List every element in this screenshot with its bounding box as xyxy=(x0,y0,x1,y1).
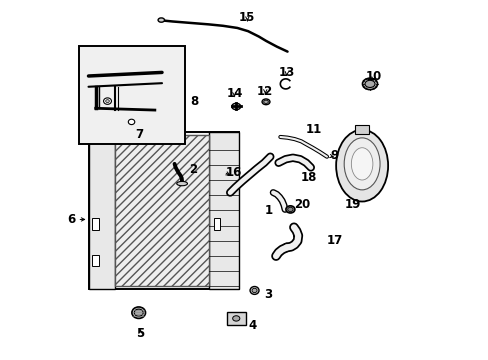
Bar xyxy=(214,218,220,230)
Text: 2: 2 xyxy=(188,163,197,176)
Bar xyxy=(208,132,239,289)
Ellipse shape xyxy=(364,80,374,87)
Ellipse shape xyxy=(251,288,257,293)
Text: 10: 10 xyxy=(365,69,381,82)
Ellipse shape xyxy=(231,103,240,110)
Text: 18: 18 xyxy=(301,171,317,184)
Ellipse shape xyxy=(335,130,387,202)
Ellipse shape xyxy=(344,138,379,190)
Ellipse shape xyxy=(263,100,268,103)
Text: 15: 15 xyxy=(239,12,255,24)
Ellipse shape xyxy=(105,100,109,103)
Ellipse shape xyxy=(158,18,164,22)
Bar xyxy=(88,132,239,289)
Text: 7: 7 xyxy=(135,127,143,141)
Text: 16: 16 xyxy=(225,166,242,179)
Bar xyxy=(92,218,99,230)
Text: 11: 11 xyxy=(305,123,322,136)
Ellipse shape xyxy=(176,181,187,186)
Text: 4: 4 xyxy=(247,319,256,332)
Ellipse shape xyxy=(262,99,269,105)
Ellipse shape xyxy=(362,78,377,90)
Text: 19: 19 xyxy=(344,198,360,211)
Ellipse shape xyxy=(287,207,292,212)
Bar xyxy=(226,312,246,325)
Ellipse shape xyxy=(285,206,294,213)
Ellipse shape xyxy=(134,309,143,316)
Text: 3: 3 xyxy=(264,288,272,301)
Bar xyxy=(92,255,99,266)
Text: 13: 13 xyxy=(278,66,294,79)
Ellipse shape xyxy=(249,287,259,294)
Ellipse shape xyxy=(128,119,135,125)
Text: 5: 5 xyxy=(136,327,144,340)
Bar xyxy=(79,45,184,144)
Text: 1: 1 xyxy=(264,204,272,217)
Text: 9: 9 xyxy=(330,149,338,162)
Text: 20: 20 xyxy=(293,198,309,211)
Bar xyxy=(354,125,368,134)
Ellipse shape xyxy=(351,148,372,180)
Text: 6: 6 xyxy=(67,213,75,226)
Bar xyxy=(88,132,115,289)
Ellipse shape xyxy=(103,98,111,104)
Ellipse shape xyxy=(232,316,239,321)
Text: 17: 17 xyxy=(325,234,342,247)
Ellipse shape xyxy=(132,307,145,319)
Text: 12: 12 xyxy=(257,85,273,98)
Text: 14: 14 xyxy=(226,87,242,100)
Text: 8: 8 xyxy=(190,95,198,108)
Bar xyxy=(115,135,208,286)
